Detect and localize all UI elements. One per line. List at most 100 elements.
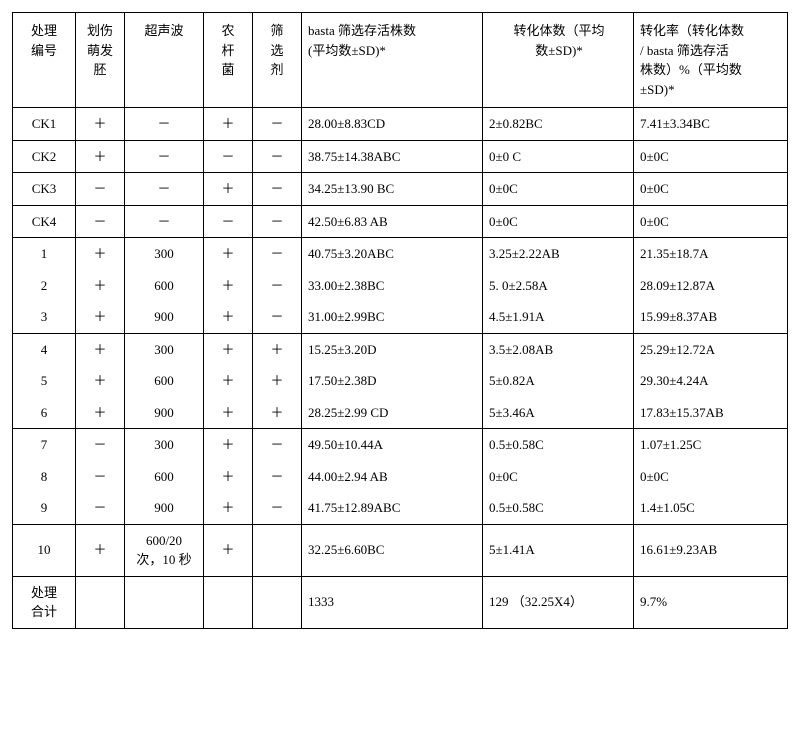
cell: 3.25±2.22AB (483, 238, 634, 270)
cell: － (125, 205, 204, 238)
cell: 300 (125, 333, 204, 365)
column-header: 划伤萌发胚 (76, 13, 125, 108)
column-header: 转化体数（平均数±SD)* (483, 13, 634, 108)
cell: 0±0C (483, 173, 634, 206)
cell: 2±0.82BC (483, 108, 634, 141)
cell: 8 (13, 461, 76, 493)
cell: 9.7% (634, 576, 788, 628)
table-row: 7－300＋－49.50±10.44A0.5±0.58C1.07±1.25C (13, 429, 788, 461)
cell: 17.83±15.37AB (634, 397, 788, 429)
cell: 0±0C (634, 461, 788, 493)
cell: ＋ (76, 301, 125, 333)
cell: － (125, 173, 204, 206)
cell: 3 (13, 301, 76, 333)
cell: ＋ (204, 429, 253, 461)
table-row: 10＋600/20次，10 秒＋32.25±6.60BC5±1.41A16.61… (13, 524, 788, 576)
table-body: CK1＋－＋－28.00±8.83CD2±0.82BC7.41±3.34BCCK… (13, 108, 788, 629)
cell: 5±0.82A (483, 365, 634, 397)
column-header: 转化率（转化体数/ basta 筛选存活株数）%（平均数±SD)* (634, 13, 788, 108)
cell: 4 (13, 333, 76, 365)
cell: ＋ (76, 524, 125, 576)
cell: 2 (13, 270, 76, 302)
table-row: 9－900＋－41.75±12.89ABC0.5±0.58C1.4±1.05C (13, 492, 788, 524)
data-table: 处理编号划伤萌发胚超声波农杆菌筛选剂basta 筛选存活株数(平均数±SD)*转… (12, 12, 788, 629)
table-header: 处理编号划伤萌发胚超声波农杆菌筛选剂basta 筛选存活株数(平均数±SD)*转… (13, 13, 788, 108)
cell: ＋ (76, 140, 125, 173)
cell: 900 (125, 397, 204, 429)
cell: 600/20次，10 秒 (125, 524, 204, 576)
cell: 0.5±0.58C (483, 429, 634, 461)
cell: － (253, 205, 302, 238)
cell: － (125, 140, 204, 173)
cell: ＋ (76, 397, 125, 429)
cell: － (76, 461, 125, 493)
cell: 3.5±2.08AB (483, 333, 634, 365)
cell: － (253, 461, 302, 493)
cell: 1.4±1.05C (634, 492, 788, 524)
cell (204, 576, 253, 628)
cell: 25.29±12.72A (634, 333, 788, 365)
cell: 10 (13, 524, 76, 576)
cell: CK3 (13, 173, 76, 206)
cell: 42.50±6.83 AB (302, 205, 483, 238)
cell: － (253, 301, 302, 333)
cell: － (204, 205, 253, 238)
cell: 16.61±9.23AB (634, 524, 788, 576)
column-header: basta 筛选存活株数(平均数±SD)* (302, 13, 483, 108)
cell (253, 524, 302, 576)
cell: 900 (125, 301, 204, 333)
cell: ＋ (204, 270, 253, 302)
cell: 0±0 C (483, 140, 634, 173)
cell: 1333 (302, 576, 483, 628)
cell: － (253, 108, 302, 141)
cell: 1.07±1.25C (634, 429, 788, 461)
table-row: 2＋600＋－33.00±2.38BC5. 0±2.58A28.09±12.87… (13, 270, 788, 302)
cell: 600 (125, 365, 204, 397)
cell: ＋ (204, 461, 253, 493)
cell: 6 (13, 397, 76, 429)
cell: 4.5±1.91A (483, 301, 634, 333)
cell: 32.25±6.60BC (302, 524, 483, 576)
cell: ＋ (76, 365, 125, 397)
cell: ＋ (204, 238, 253, 270)
table-row: 6＋900＋＋28.25±2.99 CD5±3.46A17.83±15.37AB (13, 397, 788, 429)
cell: ＋ (76, 270, 125, 302)
cell: 21.35±18.7A (634, 238, 788, 270)
cell: ＋ (253, 397, 302, 429)
cell: 7 (13, 429, 76, 461)
cell: － (253, 492, 302, 524)
cell: 0±0C (634, 173, 788, 206)
cell: 900 (125, 492, 204, 524)
cell: 49.50±10.44A (302, 429, 483, 461)
cell: － (76, 205, 125, 238)
cell: 28.25±2.99 CD (302, 397, 483, 429)
table-row: CK2＋－－－38.75±14.38ABC0±0 C0±0C (13, 140, 788, 173)
table-row: 8－600＋－44.00±2.94 AB0±0C0±0C (13, 461, 788, 493)
cell: － (253, 140, 302, 173)
cell: 34.25±13.90 BC (302, 173, 483, 206)
cell: 0.5±0.58C (483, 492, 634, 524)
cell: － (76, 429, 125, 461)
cell: ＋ (76, 108, 125, 141)
header-row: 处理编号划伤萌发胚超声波农杆菌筛选剂basta 筛选存活株数(平均数±SD)*转… (13, 13, 788, 108)
cell: 0±0C (634, 140, 788, 173)
cell: 44.00±2.94 AB (302, 461, 483, 493)
cell: － (76, 173, 125, 206)
cell: 15.25±3.20D (302, 333, 483, 365)
table-row: 1＋300＋－40.75±3.20ABC3.25±2.22AB21.35±18.… (13, 238, 788, 270)
cell: 29.30±4.24A (634, 365, 788, 397)
cell: 5±3.46A (483, 397, 634, 429)
cell: ＋ (204, 173, 253, 206)
cell: － (253, 238, 302, 270)
cell: 300 (125, 429, 204, 461)
cell: 1 (13, 238, 76, 270)
cell: ＋ (204, 108, 253, 141)
table-row: CK4－－－－42.50±6.83 AB0±0C0±0C (13, 205, 788, 238)
cell: － (253, 429, 302, 461)
cell (76, 576, 125, 628)
cell: CK4 (13, 205, 76, 238)
cell: 129 （32.25X4） (483, 576, 634, 628)
cell: 0±0C (483, 461, 634, 493)
column-header: 超声波 (125, 13, 204, 108)
cell: ＋ (76, 333, 125, 365)
